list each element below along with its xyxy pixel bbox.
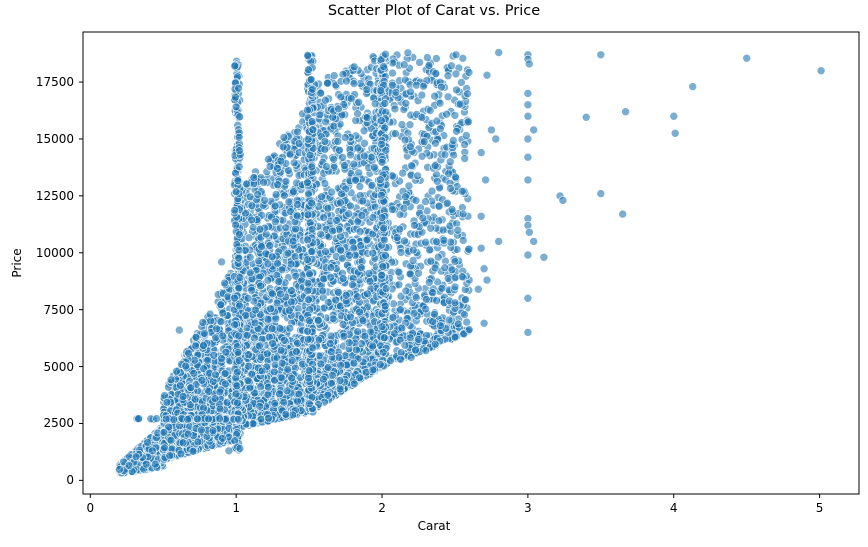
x-tick-label: 0 <box>86 501 95 515</box>
x-tick-label: 4 <box>669 501 678 515</box>
y-axis-label: Price <box>10 248 24 278</box>
x-tick-label: 1 <box>232 501 240 515</box>
x-tick-label: 5 <box>815 501 824 515</box>
y-tick-label: 2500 <box>43 416 74 431</box>
x-axis-label: Carat <box>417 519 451 533</box>
y-tick-label: 15000 <box>35 131 74 146</box>
y-tick-label: 17500 <box>35 75 74 90</box>
y-tick-label: 0 <box>66 473 74 488</box>
x-tick-label: 3 <box>524 501 532 515</box>
y-tick-label: 12500 <box>35 188 74 203</box>
chart-title: Scatter Plot of Carat vs. Price <box>327 3 541 19</box>
x-tick-label: 2 <box>378 501 386 515</box>
y-tick-label: 5000 <box>43 359 74 374</box>
y-tick-label: 7500 <box>43 302 74 317</box>
plot-frame <box>82 31 860 495</box>
y-tick-label: 10000 <box>35 245 74 260</box>
